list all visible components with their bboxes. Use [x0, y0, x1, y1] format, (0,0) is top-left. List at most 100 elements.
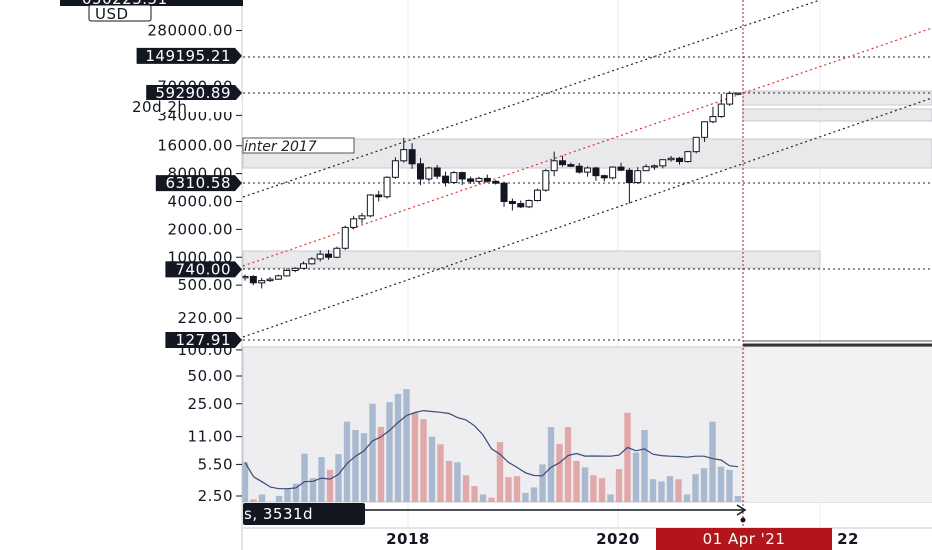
price-axis[interactable]: 280000.0034000.0016000.008000.004000.002… [0, 0, 243, 550]
candle-body-21 [416, 163, 424, 180]
range-label: s, 3531d [244, 505, 313, 523]
candle-body-17 [383, 176, 391, 198]
candle-body-38 [559, 160, 567, 166]
price-tag-5: 127.91 [176, 331, 232, 349]
volume-bar-16 [377, 426, 385, 502]
volume-bar-34 [530, 487, 538, 502]
zone-low [242, 250, 821, 269]
volume-bar-13 [352, 429, 359, 502]
candle-body-0 [241, 275, 249, 279]
volume-bar-35 [539, 464, 546, 502]
volume-bars [241, 389, 742, 502]
volume-bar-30 [496, 442, 504, 502]
candle-body-57 [717, 103, 725, 118]
candle-body-53 [684, 151, 692, 163]
candle-body-7 [299, 263, 307, 269]
future-pane-bg [746, 347, 932, 502]
candle-body-47 [634, 170, 642, 184]
channel-middle [242, 27, 932, 267]
candle-body-8 [308, 258, 316, 265]
volume-bar-8 [309, 478, 317, 502]
candle-body-20 [408, 149, 416, 165]
candle-body-31 [500, 182, 508, 202]
volume-bar-36 [547, 426, 555, 502]
price-tick-labels: 280000.0034000.0016000.008000.004000.002… [147, 22, 242, 359]
volume-bar-19 [403, 389, 410, 502]
volume-bar-46 [632, 452, 640, 502]
price-tag-4: 740.00 [176, 260, 232, 278]
time-tick-0: 2018 [386, 530, 430, 548]
price-tick-2: 16000.00 [157, 137, 233, 155]
annotation-box[interactable]: inter 2017 [242, 137, 355, 155]
candle-body-41 [584, 167, 592, 173]
volume-bar-22 [428, 436, 436, 502]
volume-bar-48 [649, 479, 657, 502]
price-tag-0: 149195.21 [145, 47, 231, 65]
candle-body-3 [266, 278, 274, 282]
candle-body-36 [542, 170, 550, 191]
volume-bar-43 [607, 494, 614, 502]
price-tick-8: 220.00 [178, 309, 234, 327]
price-tick-4: 4000.00 [167, 192, 233, 210]
candle-body-56 [709, 116, 717, 123]
candle-body-25 [450, 172, 458, 184]
candle-body-13 [350, 218, 358, 228]
candle-body-27 [467, 178, 475, 182]
candle-body-35 [533, 189, 541, 201]
crosshair-date-label: 01 Apr '21 [703, 530, 786, 548]
annotation-text: inter 2017 [244, 139, 317, 155]
volume-bar-10 [326, 469, 334, 502]
candle-body-58 [726, 92, 734, 105]
volume-bar-14 [360, 433, 368, 502]
price-tick-7: 500.00 [178, 276, 234, 294]
volume-bar-45 [624, 412, 631, 502]
countdown-box [78, 100, 242, 112]
volume-tick-0: 50.00 [188, 367, 233, 385]
candle-body-37 [550, 160, 558, 172]
crosshair-date-bg [656, 528, 832, 550]
price-tick-0: 280000.00 [147, 22, 233, 40]
candle-body-10 [325, 253, 333, 258]
volume-bar-20 [411, 412, 419, 502]
volume-tick-labels: 50.00 25.00 11.00 5.50 2.50 [188, 367, 242, 505]
candle-body-14 [358, 215, 366, 220]
candle-body-49 [650, 165, 658, 168]
volume-bar-44 [615, 469, 623, 502]
time-axis[interactable]: 2018 2020 22 01 Apr '21 [243, 527, 932, 550]
volume-bar-7 [301, 453, 308, 502]
volume-bar-58 [734, 496, 742, 502]
candle-body-4 [274, 275, 282, 280]
volume-bar-0 [241, 462, 249, 502]
candle-body-51 [667, 157, 675, 161]
candle-body-54 [692, 136, 700, 153]
volume-tick-4: 2.50 [198, 487, 233, 505]
candle-body-45 [617, 166, 625, 171]
date-range-measure[interactable]: s, 3531d [243, 503, 747, 525]
candle-body-59 [734, 92, 742, 95]
volume-bar-50 [666, 476, 674, 502]
price-tag-bg-2 [146, 85, 242, 101]
candle-body-55 [701, 121, 709, 138]
candle-body-26 [458, 172, 466, 180]
candle-body-22 [425, 167, 433, 180]
candle-body-30 [492, 180, 500, 184]
volume-bar-40 [581, 467, 589, 502]
currency-box[interactable] [88, 4, 152, 22]
price-tick-5: 2000.00 [167, 220, 233, 238]
volume-bar-6 [292, 483, 300, 502]
candle-body-43 [600, 175, 608, 179]
volume-bar-18 [394, 393, 402, 502]
volume-bar-17 [386, 402, 393, 502]
candle-body-11 [333, 247, 341, 258]
volume-bar-49 [658, 481, 665, 502]
candle-body-18 [391, 160, 399, 178]
volume-bar-9 [318, 457, 325, 502]
volume-bar-21 [420, 419, 427, 502]
volume-bar-42 [598, 478, 606, 502]
volume-bar-12 [343, 421, 351, 502]
zone-mid [242, 138, 932, 169]
volume-tick-3: 5.50 [198, 455, 233, 473]
price-tag-2: 59290.89 [155, 84, 231, 102]
candle-body-39 [567, 164, 575, 167]
